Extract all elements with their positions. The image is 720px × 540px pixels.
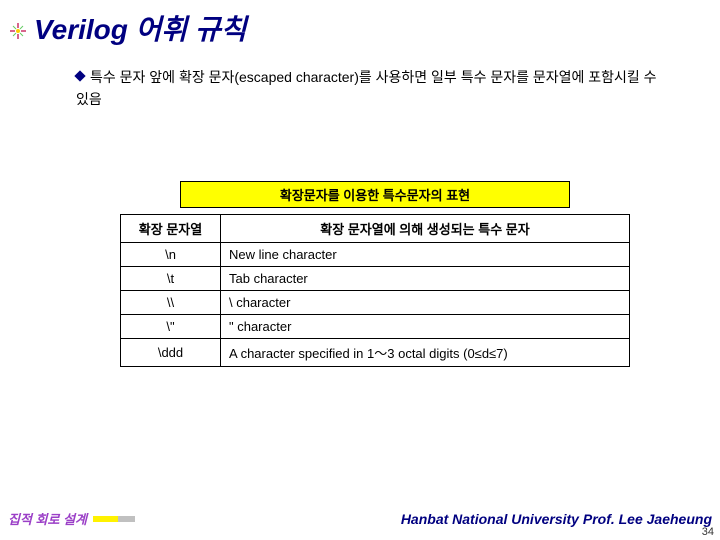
- table-row: \t Tab character: [121, 266, 630, 290]
- escape-table: 확장 문자열 확장 문자열에 의해 생성되는 특수 문자 \n New line…: [120, 214, 630, 367]
- table-cell: \": [121, 314, 221, 338]
- title-text: Verilog 어휘 규칙: [34, 14, 246, 45]
- table-row: \" " character: [121, 314, 630, 338]
- footer-right-text: Hanbat National University Prof. Lee Jae…: [401, 511, 712, 527]
- table-cell: Tab character: [221, 266, 630, 290]
- table-row: \ddd A character specified in 1～3 octal …: [121, 338, 630, 366]
- table-header-1: 확장 문자열에 의해 생성되는 특수 문자: [221, 214, 630, 242]
- footer-left-text: 집적 회로 설계: [8, 509, 87, 528]
- star-icon: [18, 25, 32, 39]
- bullet-text: 특수 문자 앞에 확장 문자(escaped character)를 사용하면 …: [76, 69, 657, 107]
- footer-bar-icon: [93, 516, 135, 522]
- table-header-0: 확장 문자열: [121, 214, 221, 242]
- table-cell: \ character: [221, 290, 630, 314]
- table-cell: \t: [121, 266, 221, 290]
- page-number: 34: [702, 526, 714, 538]
- diamond-icon: [74, 70, 85, 81]
- table-cell: \\: [121, 290, 221, 314]
- escape-table-section: 확장문자를 이용한 특수문자의 표현 확장 문자열 확장 문자열에 의해 생성되…: [120, 181, 630, 367]
- footer: 집적 회로 설계 Hanbat National University Prof…: [0, 509, 720, 528]
- table-cell: A character specified in 1～3 octal digit…: [221, 338, 630, 366]
- table-cell: New line character: [221, 242, 630, 266]
- table-cell: \n: [121, 242, 221, 266]
- table-caption: 확장문자를 이용한 특수문자의 표현: [180, 181, 570, 208]
- table-cell: \ddd: [121, 338, 221, 366]
- table-cell: " character: [221, 314, 630, 338]
- table-row: \n New line character: [121, 242, 630, 266]
- bullet-paragraph: 특수 문자 앞에 확장 문자(escaped character)를 사용하면 …: [76, 66, 660, 111]
- table-row: \\ \ character: [121, 290, 630, 314]
- page-title: Verilog 어휘 규칙: [0, 0, 720, 48]
